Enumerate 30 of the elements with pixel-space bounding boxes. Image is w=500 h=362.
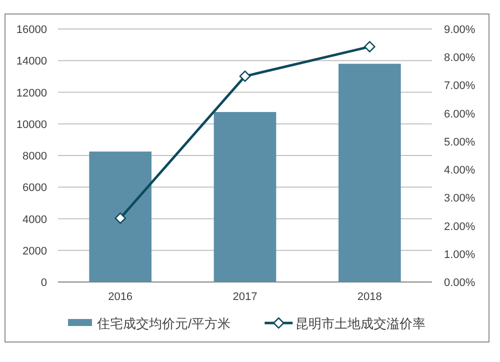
- point: [239, 70, 251, 82]
- y-tick-label: 10000: [16, 118, 47, 131]
- y2-tick-label: 5.00%: [444, 136, 476, 148]
- x-tick-label: 2018: [357, 291, 382, 303]
- x-tick-label: 2017: [232, 291, 258, 303]
- y2-tick-label: 0.00%: [444, 277, 476, 289]
- bar: [214, 112, 276, 282]
- y2-tick-label: 9.00%: [444, 24, 476, 36]
- y2-tick-label: 8.00%: [444, 52, 476, 64]
- y-tick-label: 14000: [16, 56, 47, 68]
- legend-label: 住宅成交均价元/平方米: [96, 316, 231, 331]
- y-tick-label: 16000: [16, 24, 47, 36]
- y-tick-label: 12000: [16, 87, 47, 100]
- y2-tick-label: 2.00%: [444, 220, 476, 233]
- y2-tick-label: 6.00%: [444, 108, 476, 120]
- y2-tick-label: 4.00%: [444, 164, 476, 177]
- y-tick-label: 8000: [22, 150, 47, 162]
- y-tick-label: 2000: [22, 245, 47, 258]
- y2-tick-label: 1.00%: [444, 248, 476, 261]
- bar: [338, 64, 401, 282]
- y-tick-label: 0: [40, 277, 47, 289]
- y2-tick-label: 7.00%: [444, 80, 476, 92]
- y-tick-label: 6000: [22, 182, 47, 194]
- bar: [89, 152, 152, 282]
- y2-tick-label: 3.00%: [444, 192, 476, 205]
- point: [364, 41, 376, 52]
- point: [114, 212, 126, 224]
- x-tick-label: 2016: [108, 291, 133, 303]
- legend-label: 昆明市土地成交溢价率: [296, 316, 426, 331]
- y-tick-label: 4000: [22, 214, 47, 226]
